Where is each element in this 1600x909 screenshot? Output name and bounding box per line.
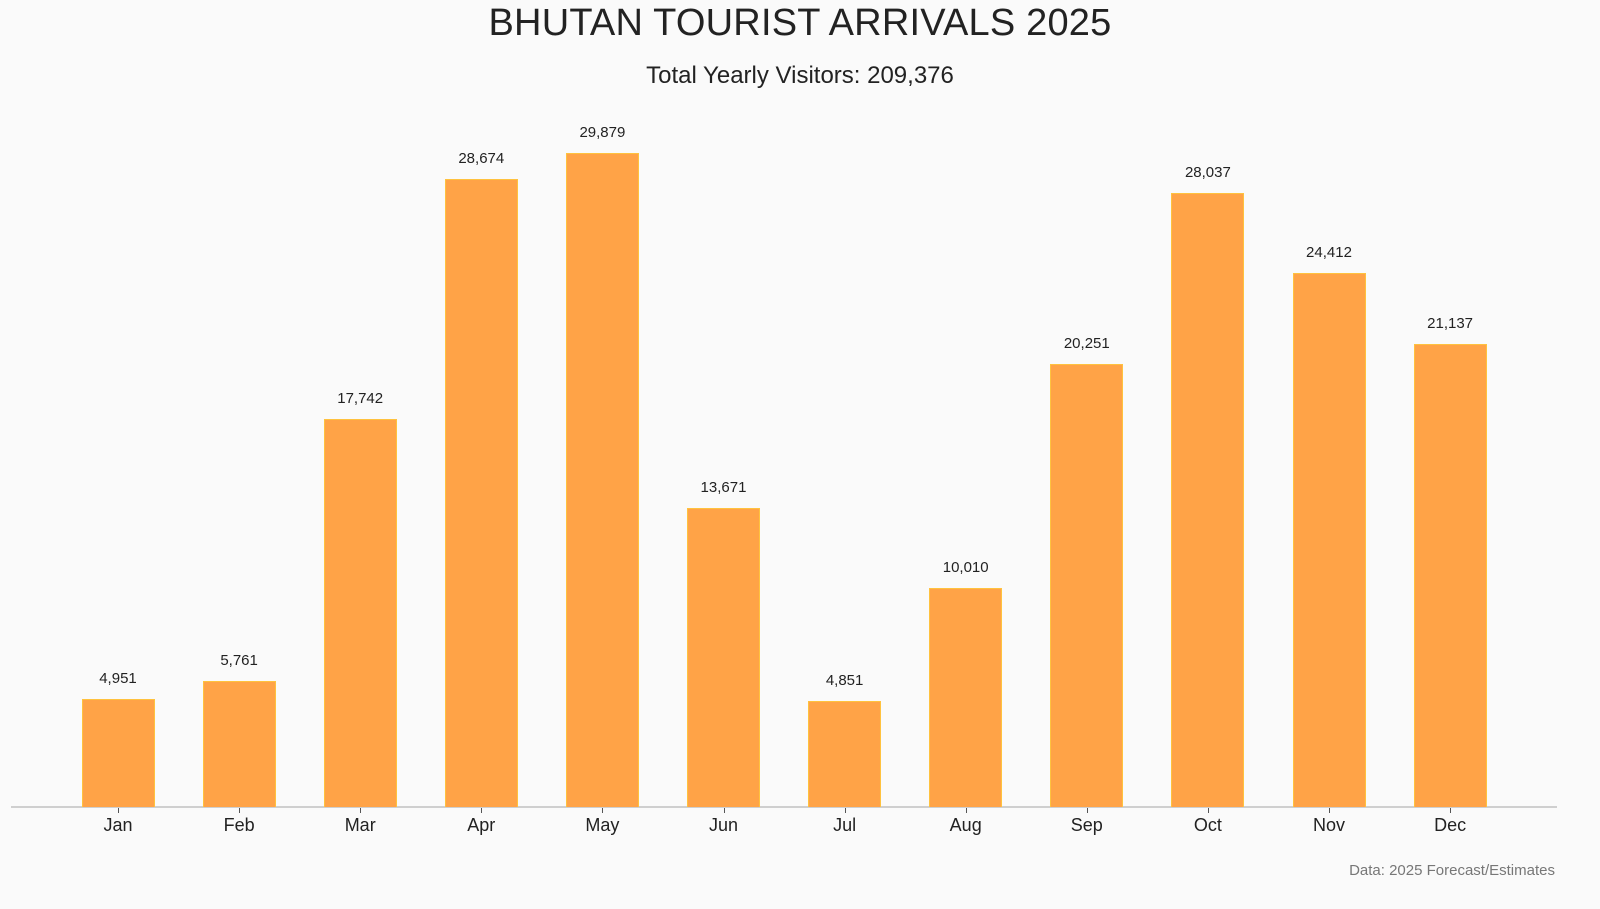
bar-aug: [929, 587, 1003, 807]
bar-value-label: 17,742: [337, 389, 384, 407]
x-axis-tick-label: Sep: [1070, 815, 1103, 835]
bar-value-label: 13,671: [700, 478, 747, 496]
bar-feb: [202, 680, 276, 807]
bar-jul: [808, 700, 882, 807]
chart-title: BHUTAN TOURIST ARRIVALS 2025: [488, 2, 1112, 44]
bar-value-label: 28,674: [458, 150, 505, 168]
bar-sep: [1050, 363, 1124, 807]
source-footnote: Data: 2025 Forecast/Estimates: [1349, 862, 1555, 879]
x-axis-tick-label: Oct: [1193, 815, 1222, 835]
bar-value-label: 21,137: [1427, 315, 1474, 333]
x-axis-tick-label: Jan: [103, 815, 133, 835]
x-axis-tick-label: Jun: [708, 815, 739, 835]
bar-dec: [1413, 344, 1487, 807]
bar-value-label: 28,037: [1184, 164, 1231, 182]
bar-value-label: 20,251: [1063, 334, 1110, 352]
x-axis-tick: [602, 808, 603, 813]
x-axis-tick-label: Jul: [833, 815, 857, 835]
x-axis-tick: [239, 808, 240, 813]
x-axis-tick: [845, 808, 846, 813]
x-axis-tick: [1208, 808, 1209, 813]
bar-apr: [444, 179, 518, 807]
x-axis-tick: [724, 808, 725, 813]
x-axis-tick-label: Nov: [1312, 815, 1345, 835]
x-axis-line: [11, 806, 1557, 808]
chart-subtitle: Total Yearly Visitors: 209,376: [646, 62, 954, 89]
x-axis-tick-label: Aug: [949, 815, 982, 835]
x-axis-tick: [1087, 808, 1088, 813]
x-axis-tick-label: Apr: [467, 815, 496, 835]
bar-jan: [81, 698, 155, 807]
x-axis-tick-label: Mar: [344, 815, 376, 835]
x-axis-tick: [1329, 808, 1330, 813]
bar-oct: [1171, 193, 1245, 807]
bar-value-label: 4,951: [99, 669, 137, 687]
bar-value-label: 24,412: [1306, 243, 1352, 261]
x-axis-tick: [360, 808, 361, 813]
bar-value-label: 5,761: [220, 651, 258, 669]
bar-may: [565, 153, 639, 807]
bar-value-label: 29,879: [579, 124, 626, 141]
x-axis-tick-label: Feb: [223, 815, 255, 835]
x-axis-tick: [481, 808, 482, 813]
bar-value-label: 10,010: [942, 558, 989, 576]
bar-nov: [1292, 272, 1366, 807]
x-axis-tick: [966, 808, 967, 813]
x-axis-tick-label: Dec: [1434, 815, 1467, 835]
bar-mar: [323, 418, 397, 807]
bar-jun: [687, 507, 760, 807]
x-axis-tick: [1450, 808, 1451, 813]
x-axis-tick: [118, 808, 119, 813]
x-axis-tick-label: May: [585, 815, 620, 835]
bar-value-label: 4,851: [825, 671, 864, 689]
